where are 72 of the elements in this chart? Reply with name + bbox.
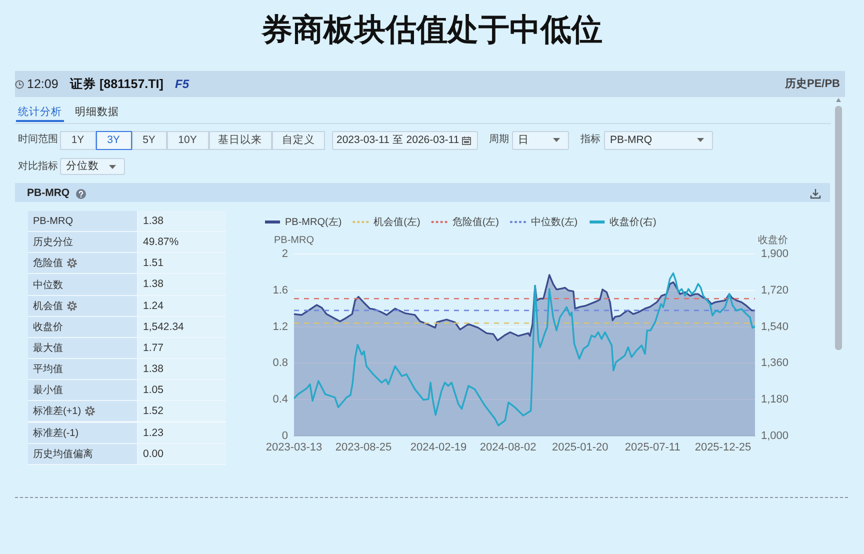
legend-label: PB-MRQ(左) [285,216,342,228]
y2-tick-label: 1,900 [761,248,789,260]
y2-tick-label: 1,180 [761,394,789,406]
y-tick-label: 1.6 [272,284,288,296]
y2-tick-label: 1,720 [761,284,789,296]
dropdown: 分位数 [60,158,124,175]
button: 5Y [132,131,166,150]
x-tick-label: 2025-07-11 [624,442,680,454]
x-tick-label: 2023-03-13 [266,442,322,454]
text: 中位数 [33,278,63,292]
text: 1.38 [143,362,164,378]
x-tick-label: 2024-08-02 [480,442,536,454]
y-tick-label: 0.8 [272,357,288,370]
text: 最大值 [33,342,63,355]
x-tick-label: 2025-01-20 [552,442,608,454]
text: 平均值 [33,363,63,376]
text: 危险值 [33,257,63,270]
text: 明细数据 [75,105,119,120]
y-tick-label: 2 [282,248,288,260]
text: 统计分析 [18,105,62,120]
button: 10Y [166,131,208,150]
text: 1.77 [143,340,164,356]
y2-axis-title: 收盘价 [758,234,788,246]
legend-label: 收盘价(右) [610,216,656,228]
text: 49.87% [143,235,179,250]
dropdown: 日 [512,131,569,150]
x-tick-label: 2023-08-25 [335,442,392,454]
text: 证券 [881157.TI] [70,76,164,92]
text: 12:09 [27,76,58,92]
text: 最小值 [33,384,63,398]
button: 3Y [96,131,132,150]
text: 1.52 [143,404,164,420]
y-axis-title: PB-MRQ [274,234,314,246]
x-tick-label: 2025-12-25 [694,442,752,454]
text: 周期 [489,132,509,147]
legend-label: 中位数(左) [530,216,578,228]
text: PB-MRQ [33,216,73,227]
y-tick-label: 0 [282,430,288,442]
legend-label: 机会值(左) [374,216,420,228]
button: 1Y [60,131,96,150]
text: 时间范围 [18,132,58,147]
text: 1.38 [143,214,164,229]
text: 1.38 [143,277,164,292]
y-tick-label: 0.4 [272,394,288,406]
button: 基日以来 [208,131,272,150]
legend-label: 危险值(左) [452,216,499,228]
button: 自定义 [272,131,325,150]
text: 标准差(+1) [33,404,82,418]
text: 历史PE/PB [784,76,840,92]
dropdown: PB-MRQ [604,131,713,150]
text: 机会值 [33,300,63,313]
text: PB-MRQ [27,186,70,201]
y2-tick-label: 1,000 [761,430,789,442]
text: 1.24 [143,298,164,314]
text: 券商板块估值处于中低位 [260,11,604,49]
text: 收盘价 [33,320,63,334]
y2-tick-label: 1,360 [761,357,789,370]
text: 历史分位 [33,236,73,250]
text: 1,542.34 [143,320,184,335]
text: 标准差(-1) [33,426,79,440]
text: 历史均值偏离 [33,448,93,461]
text: F5 [175,76,190,92]
text: 对比指标 [18,160,58,174]
y-tick-label: 1.2 [272,320,288,333]
text: 1.05 [143,383,164,398]
text: 0.00 [143,446,164,462]
y2-tick-label: 1,540 [761,320,789,333]
text: 1.51 [143,256,164,272]
text: 1.23 [143,426,164,440]
text: 指标 [580,132,600,147]
x-tick-label: 2024-02-19 [410,442,467,454]
date-field: 2023-03-11 至 2026-03-11 [332,131,478,150]
